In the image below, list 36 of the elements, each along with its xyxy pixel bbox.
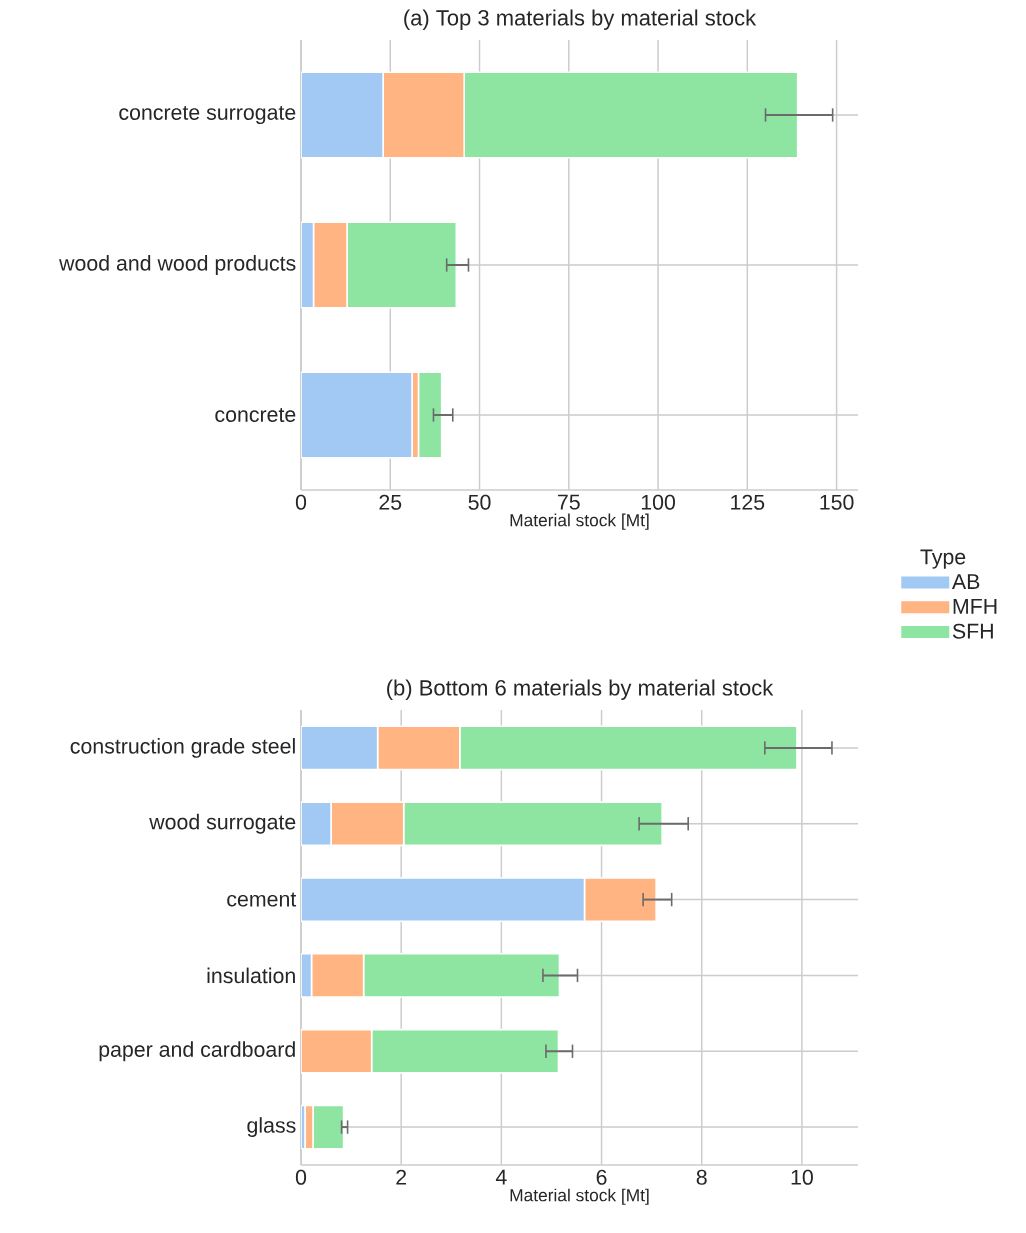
y-tick-label: glass [247,1117,296,1138]
y-tick-label: insulation [207,967,295,984]
x-tick-label: 8 [696,1169,707,1185]
bar [301,71,384,159]
x-tick-label: 6 [596,1169,607,1185]
legend-title: Type [920,549,966,569]
x-tick-label: 4 [495,1169,507,1185]
x-tick-label: 100 [641,494,675,510]
y-tick-label: concrete surrogate [119,105,296,125]
bar [301,371,413,459]
legend-label: MFH [953,598,997,614]
y-tick-label: paper and cardboard [99,1041,295,1062]
bar [417,371,443,459]
x-tick-label: 75 [558,494,580,510]
x-tick-label: 150 [820,494,854,510]
chart-title: (b) Bottom 6 materials by material stock [387,679,774,700]
x-tick-label: 2 [396,1169,407,1185]
y-tick-label: concrete [215,408,296,422]
x-tick-label: 25 [379,494,402,510]
bar [301,877,586,922]
bar [301,725,379,771]
x-tick-label: 10 [791,1169,813,1185]
legend-label: SFH [952,623,993,639]
x-tick-label: 0 [295,1169,307,1185]
y-tick-label: wood surrogate [149,813,296,834]
y-tick-label: cement [227,892,297,907]
legend-label: AB [951,574,980,589]
bar [301,801,332,847]
y-tick-label: wood and wood products [59,255,296,275]
x-tick-label: 50 [468,494,491,510]
x-tick-label: 0 [295,494,307,510]
y-tick-label: construction grade steel [70,737,295,758]
x-tick-label: 125 [731,494,765,510]
chart-title: (a) Top 3 materials by material stock [404,9,757,30]
x-axis-title: Material stock [Mt] [510,513,649,530]
x-axis-title: Material stock [Mt] [510,1188,649,1205]
